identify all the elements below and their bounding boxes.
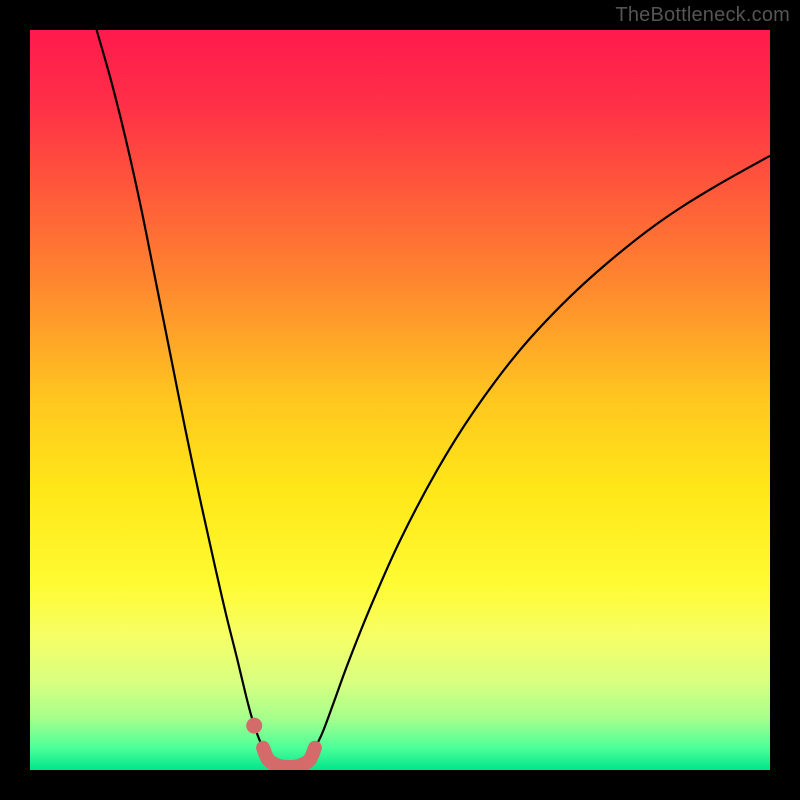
valley-dot: [246, 718, 262, 734]
left-curve: [97, 30, 264, 749]
plot-area: [30, 30, 770, 770]
valley-u-marker: [263, 748, 315, 767]
chart-overlay-svg: [30, 30, 770, 770]
right-curve: [314, 156, 770, 749]
chart-frame: TheBottleneck.com: [0, 0, 800, 800]
watermark-text: TheBottleneck.com: [615, 4, 790, 27]
